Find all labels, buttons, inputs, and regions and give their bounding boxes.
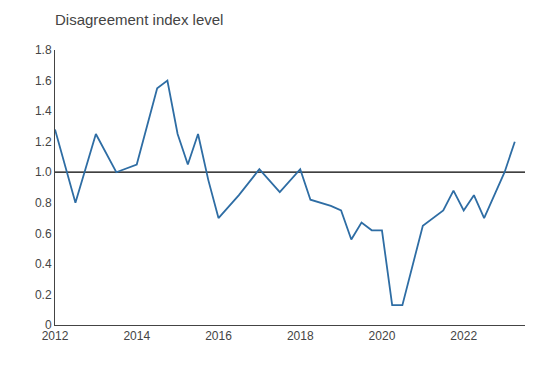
svg-text:0: 0 xyxy=(45,318,52,332)
svg-text:2020: 2020 xyxy=(369,329,396,343)
svg-text:2022: 2022 xyxy=(450,329,477,343)
svg-text:0.4: 0.4 xyxy=(35,257,52,271)
svg-text:0.6: 0.6 xyxy=(35,227,52,241)
svg-text:1.8: 1.8 xyxy=(35,43,52,57)
svg-text:1.4: 1.4 xyxy=(35,104,52,118)
svg-text:1.0: 1.0 xyxy=(35,165,52,179)
svg-text:2014: 2014 xyxy=(123,329,150,343)
svg-text:2012: 2012 xyxy=(42,329,69,343)
svg-text:1.2: 1.2 xyxy=(35,135,52,149)
svg-text:1.6: 1.6 xyxy=(35,74,52,88)
svg-text:2018: 2018 xyxy=(287,329,314,343)
svg-text:Disagreement index level: Disagreement index level xyxy=(55,11,223,28)
svg-text:0.2: 0.2 xyxy=(35,288,52,302)
svg-text:2016: 2016 xyxy=(205,329,232,343)
svg-text:0.8: 0.8 xyxy=(35,196,52,210)
